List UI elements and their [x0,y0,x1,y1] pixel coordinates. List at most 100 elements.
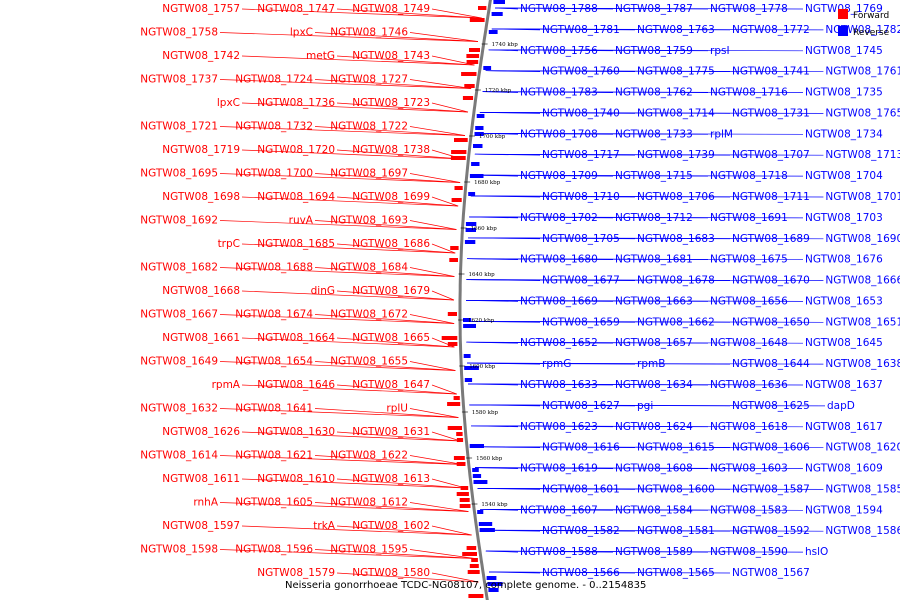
reverse-feature [487,582,503,586]
reverse-gene-label: NGTW08_1606 [732,442,810,454]
reverse-gene-label: NGTW08_1648 [710,337,788,349]
forward-gene-label: NGTW08_1655 [330,356,408,368]
reverse-gene-label: NGTW08_1690 [825,233,900,245]
label-connector [336,572,479,583]
reverse-gene-label: NGTW08_1718 [710,170,788,182]
forward-gene-label: NGTW08_1727 [330,74,408,86]
label-connector [336,525,472,536]
forward-gene-label: NGTW08_1692 [140,215,218,227]
label-connector [495,7,804,10]
reverse-feature [465,222,477,226]
label-connector [465,300,804,302]
reverse-gene-label: NGTW08_1600 [637,483,715,495]
label-connector [314,502,469,512]
reverse-gene-label: NGTW08_1566 [542,567,620,579]
label-connector [466,279,824,281]
forward-gene-label: NGTW08_1602 [352,520,430,532]
reverse-gene-label: NGTW08_1740 [542,107,620,119]
reverse-gene-label: NGTW08_1739 [637,149,715,161]
reverse-gene-label: NGTW08_1652 [520,337,598,349]
reverse-gene-label: pgi [637,400,653,412]
label-connector [219,79,472,89]
reverse-gene-label: NGTW08_1683 [637,233,715,245]
reverse-gene-label: NGTW08_1589 [615,546,693,558]
forward-gene-label: NGTW08_1579 [257,567,335,579]
forward-gene-label: NGTW08_1737 [140,74,218,86]
label-connector [336,384,457,395]
reverse-gene-label: NGTW08_1633 [520,379,598,391]
legend-swatch-reverse [838,26,848,36]
forward-feature [456,438,464,442]
label-connector [477,488,824,490]
reverse-feature [465,228,476,232]
reverse-gene-label: NGTW08_1585 [825,483,900,495]
gene-labels: NGTW08_1749 NGTW08_1747 NGTW08_1757 NGTW08_… [140,3,900,579]
reverse-feature [488,588,499,592]
reverse-feature [472,468,479,472]
forward-gene-label: dinG [311,285,335,297]
label-connector [241,196,459,207]
reverse-feature [463,324,476,328]
forward-gene-label: NGTW08_1684 [330,262,408,274]
reverse-gene-label: NGTW08_1712 [615,212,693,224]
label-connector [409,408,459,418]
legend: Forward Reverse [838,9,890,38]
reverse-gene-label: NGTW08_1638 [825,358,900,370]
label-connector [241,525,472,536]
label-connector [431,572,479,583]
label-connector [431,431,461,442]
forward-feature [447,312,457,316]
label-connector [431,525,472,536]
reverse-gene-label: NGTW08_1619 [520,463,598,475]
label-connector [314,408,459,418]
reverse-gene-label: NGTW08_1607 [520,504,598,516]
forward-gene-label: NGTW08_1698 [162,191,240,203]
forward-gene-label: NGTW08_1647 [352,379,430,391]
label-connector [469,404,826,407]
reverse-gene-label: NGTW08_1587 [732,483,810,495]
label-connector [314,79,472,89]
label-connector [470,425,804,428]
reverse-gene-label: NGTW08_1651 [825,316,900,328]
forward-gene-label: NGTW08_1685 [257,238,335,250]
reverse-gene-label: NGTW08_1760 [542,66,620,78]
reverse-feature [468,192,476,196]
forward-gene-label: NGTW08_1610 [257,473,335,485]
reverse-gene-label: NGTW08_1772 [732,24,810,36]
reverse-gene-label: NGTW08_1616 [542,442,620,454]
reverse-gene-label: NGTW08_1565 [637,567,715,579]
reverse-gene-label: NGTW08_1617 [805,421,883,433]
reverse-gene-label: NGTW08_1733 [615,128,693,140]
label-connector [314,549,476,559]
reverse-feature [486,576,497,580]
label-connector [431,290,455,301]
reverse-gene-label: NGTW08_1705 [542,233,620,245]
label-connector [470,195,824,198]
label-connector [485,550,804,553]
reverse-gene-label: NGTW08_1676 [805,254,883,266]
forward-feature [456,492,469,496]
forward-gene-label: NGTW08_1641 [235,403,313,415]
reverse-gene-label: NGTW08_1609 [805,463,883,475]
reverse-feature [472,474,482,478]
forward-gene-label: NGTW08_1598 [140,544,218,556]
tick-label: 1600 kbp [469,364,496,370]
label-connector [241,243,456,254]
forward-gene-label: NGTW08_1697 [330,168,408,180]
gene-features [441,0,505,598]
label-connector [314,220,457,230]
label-connector [336,290,455,301]
reverse-gene-label: NGTW08_1680 [520,254,598,266]
forward-gene-label: NGTW08_1597 [162,520,240,532]
forward-feature [447,426,462,430]
label-connector [314,126,466,136]
reverse-feature [463,318,472,322]
label-connector [336,55,475,66]
label-connector [241,337,455,348]
tick-label: 1680 kbp [474,180,501,186]
reverse-gene-label: NGTW08_1759 [615,45,693,57]
label-connector [219,220,457,230]
forward-gene-label: NGTW08_1688 [235,262,313,274]
reverse-gene-label: NGTW08_1761 [825,66,900,78]
forward-gene-label: lpxC [217,97,240,109]
